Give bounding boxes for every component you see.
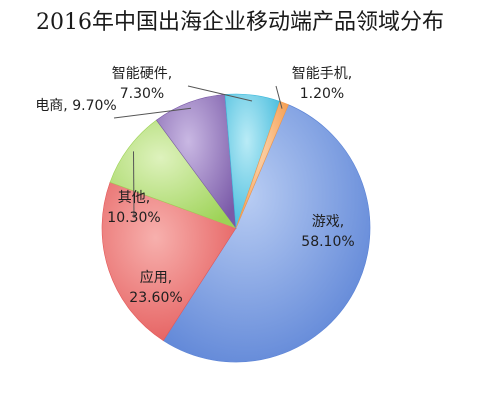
leader-line-3	[133, 151, 135, 219]
chart-title: 2016年中国出海企业移动端产品领域分布	[36, 10, 444, 35]
leader-line-4	[113, 107, 192, 119]
data-label-3: 其他, 10.30%	[107, 190, 160, 226]
data-label-1: 游戏, 58.10%	[301, 214, 354, 250]
data-label-4: 电商, 9.70%	[35, 98, 116, 114]
data-label-5: 智能硬件, 7.30%	[112, 66, 172, 102]
pie-slice-3	[109, 119, 237, 229]
pie-slice-2	[101, 181, 237, 341]
data-label-2: 应用, 23.60%	[129, 269, 182, 306]
leader-line-6	[275, 85, 283, 109]
data-label-6: 智能手机, 1.20%	[292, 66, 352, 102]
leader-line-5	[187, 85, 253, 102]
pie-slice-1	[162, 104, 371, 363]
